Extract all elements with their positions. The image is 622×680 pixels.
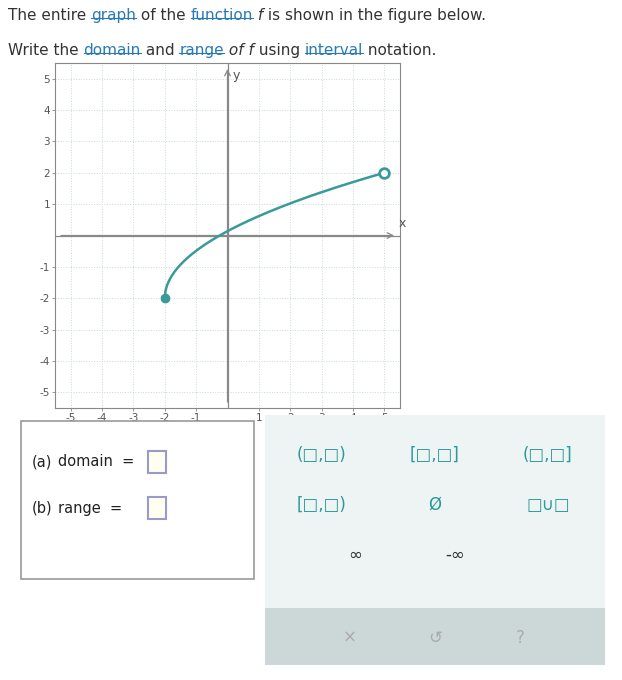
FancyBboxPatch shape xyxy=(262,608,608,668)
Text: ​f: ​f xyxy=(253,8,263,23)
Text: is shown in the figure below.: is shown in the figure below. xyxy=(263,8,486,23)
Bar xyxy=(148,497,166,519)
Text: (□,□): (□,□) xyxy=(297,446,347,464)
Text: function: function xyxy=(190,8,253,23)
Text: Ø: Ø xyxy=(429,496,442,514)
Text: The entire: The entire xyxy=(8,8,91,23)
Text: ?: ? xyxy=(516,629,524,647)
Text: [□,□]: [□,□] xyxy=(410,446,460,464)
Text: notation.: notation. xyxy=(363,44,437,58)
Text: of the: of the xyxy=(136,8,190,23)
Text: domain: domain xyxy=(83,44,141,58)
Text: ×: × xyxy=(343,629,357,647)
Text: range: range xyxy=(179,44,224,58)
Text: and: and xyxy=(141,44,179,58)
Text: (a): (a) xyxy=(32,454,52,469)
FancyBboxPatch shape xyxy=(262,412,608,668)
Text: range  =: range = xyxy=(58,500,122,515)
Text: y: y xyxy=(232,69,239,82)
Text: ∞: ∞ xyxy=(348,546,362,564)
Text: -∞: -∞ xyxy=(445,546,465,564)
Text: Write the: Write the xyxy=(8,44,83,58)
Text: interval: interval xyxy=(305,44,363,58)
Text: (□,□]: (□,□] xyxy=(523,446,573,464)
Text: x: x xyxy=(399,217,406,230)
Text: using: using xyxy=(254,44,305,58)
Text: of ​f: of ​f xyxy=(224,44,254,58)
Text: graph: graph xyxy=(91,8,136,23)
Text: □∪□: □∪□ xyxy=(526,496,570,514)
Text: (b): (b) xyxy=(32,500,53,515)
Bar xyxy=(148,451,166,473)
Text: [□,□): [□,□) xyxy=(297,496,347,514)
Text: domain  =: domain = xyxy=(58,454,134,469)
Text: ↺: ↺ xyxy=(428,629,442,647)
